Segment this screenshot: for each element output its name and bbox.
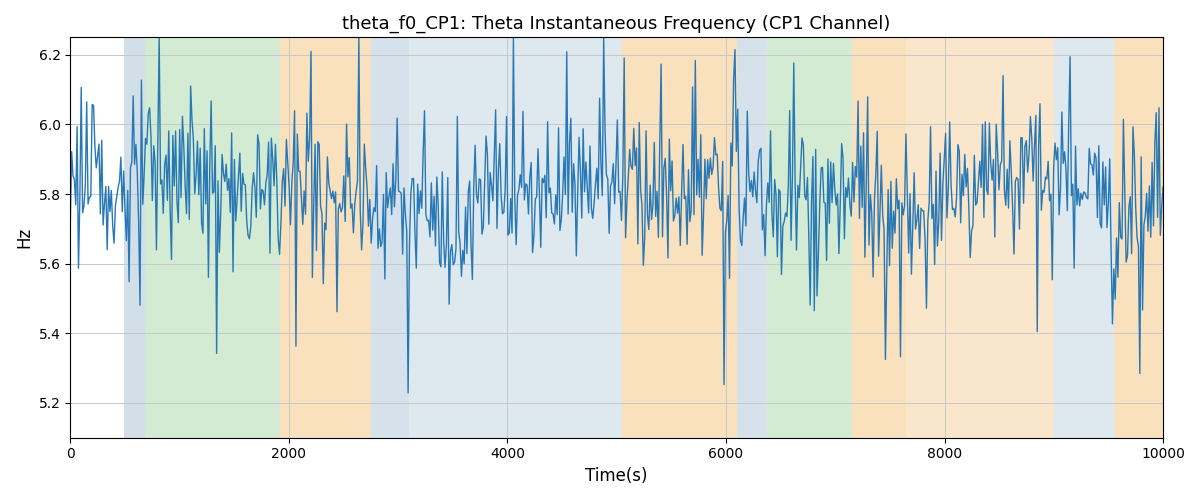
Bar — [124, 38, 144, 438]
X-axis label: Time(s): Time(s) — [586, 467, 648, 485]
Title: theta_f0_CP1: Theta Instantaneous Frequency (CP1 Channel): theta_f0_CP1: Theta Instantaneous Freque… — [342, 15, 890, 34]
Bar — [144, 38, 280, 438]
Bar — [906, 38, 944, 438]
Bar — [768, 38, 852, 438]
Bar — [852, 38, 906, 438]
Bar — [737, 38, 768, 438]
Bar — [371, 38, 409, 438]
Bar — [683, 38, 737, 438]
Y-axis label: Hz: Hz — [16, 227, 34, 248]
Bar — [1054, 38, 1114, 438]
Bar — [622, 38, 683, 438]
Bar — [944, 38, 1054, 438]
Bar — [409, 38, 622, 438]
Bar — [280, 38, 371, 438]
Bar — [1114, 38, 1163, 438]
